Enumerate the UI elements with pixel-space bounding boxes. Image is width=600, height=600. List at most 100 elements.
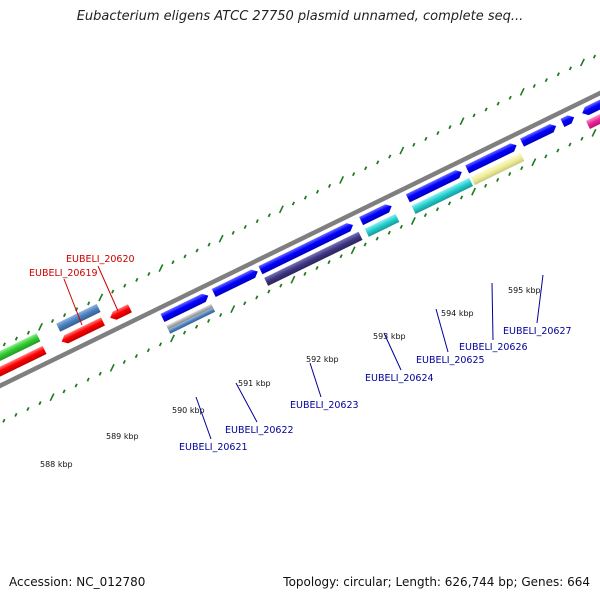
major-tick (98, 293, 104, 302)
minor-tick (315, 189, 320, 194)
minor-tick (267, 289, 271, 294)
gene-leader-lines (63, 265, 544, 440)
minor-tick (399, 224, 403, 229)
gene-label-eubeli-20623[interactable]: EUBELI_20623 (290, 400, 359, 411)
scale-label: 591 kbp (238, 379, 271, 388)
major-tick (278, 205, 284, 214)
gene-label-eubeli-20621[interactable]: EUBELI_20621 (179, 442, 248, 453)
minor-tick (303, 195, 308, 200)
major-tick (519, 87, 525, 96)
gene-label-eubeli-20620[interactable]: EUBELI_20620 (66, 254, 135, 265)
gene-label-eubeli-20619[interactable]: EUBELI_20619 (29, 268, 98, 279)
feature-steelblue-lower[interactable] (168, 307, 216, 334)
minor-tick (207, 242, 211, 247)
minor-tick (62, 389, 66, 394)
feature-green[interactable] (0, 333, 41, 387)
feature-navy[interactable] (264, 231, 363, 286)
minor-tick (520, 166, 524, 171)
major-tick (170, 334, 175, 343)
minor-tick (508, 171, 512, 177)
leader-line (536, 274, 544, 324)
minor-tick (231, 230, 235, 235)
major-tick (350, 246, 356, 255)
leader-line (491, 282, 494, 341)
minor-tick (472, 113, 476, 118)
major-tick (471, 187, 477, 196)
feature-steelblue[interactable] (56, 303, 101, 332)
minor-tick (484, 183, 488, 188)
scale-label: 590 kbp (172, 406, 205, 415)
minor-tick (38, 401, 42, 406)
cds-forward-small[interactable] (560, 113, 576, 127)
minor-tick (207, 318, 211, 323)
major-tick (591, 128, 597, 137)
feature-grey[interactable] (166, 303, 214, 330)
minor-tick (544, 78, 548, 83)
leader-line (309, 362, 322, 398)
gene-label-eubeli-20622[interactable]: EUBELI_20622 (225, 425, 294, 436)
major-tick (218, 234, 224, 243)
minor-tick (363, 242, 367, 247)
cds-forward-eubeli-20627[interactable] (520, 122, 558, 147)
cds-forward-eubeli-20625[interactable] (405, 168, 464, 203)
minor-tick (568, 142, 572, 147)
scale-label: 595 kbp (508, 286, 541, 295)
minor-tick (448, 125, 452, 130)
minor-tick (424, 136, 428, 141)
minor-tick (267, 213, 271, 218)
minor-tick (158, 342, 163, 347)
gene-label-eubeli-20626[interactable]: EUBELI_20626 (459, 342, 528, 353)
cds-reverse-eubeli-20619[interactable] (0, 345, 47, 399)
scale-label: 592 kbp (306, 355, 339, 364)
minor-tick (134, 354, 138, 359)
minor-tick (183, 254, 187, 259)
cds-forward-eubeli-20622[interactable] (211, 267, 260, 298)
gene-label-eubeli-20627[interactable]: EUBELI_20627 (503, 326, 572, 337)
minor-tick (423, 213, 428, 218)
minor-tick (182, 330, 187, 335)
cds-forward-eubeli-20624[interactable] (359, 202, 394, 226)
feature-khaki[interactable] (470, 152, 525, 186)
major-tick (410, 217, 416, 225)
sequence-backbone (0, 70, 600, 409)
feature-cyan-2[interactable] (411, 177, 474, 215)
minor-tick (147, 271, 151, 276)
major-tick (158, 264, 164, 273)
upper-tick-track (2, 54, 597, 347)
minor-tick (279, 283, 283, 288)
leader-line (97, 265, 119, 312)
minor-tick (315, 265, 319, 271)
major-tick (38, 322, 43, 331)
minor-tick (291, 201, 296, 206)
minor-tick (387, 230, 391, 235)
minor-tick (364, 166, 368, 171)
feature-cyan[interactable] (364, 213, 400, 237)
minor-tick (544, 154, 548, 159)
minor-tick (376, 160, 380, 165)
scale-label: 588 kbp (40, 460, 73, 469)
minor-tick (459, 195, 464, 200)
minor-tick (26, 330, 31, 335)
major-tick (531, 158, 537, 167)
minor-tick (2, 342, 6, 347)
cds-reverse-eubeli-20620[interactable] (60, 317, 105, 345)
cds-forward-eubeli-20626[interactable] (465, 141, 518, 174)
minor-tick (327, 183, 332, 188)
cds-forward-edge[interactable] (580, 78, 600, 117)
gene-label-eubeli-20625[interactable]: EUBELI_20625 (416, 355, 485, 366)
scale-label: 589 kbp (106, 432, 139, 441)
leader-line (383, 332, 402, 371)
minor-tick (87, 301, 91, 306)
minor-tick (86, 377, 90, 382)
major-tick (579, 58, 585, 67)
minor-tick (243, 301, 247, 306)
cds-reverse-small[interactable] (108, 304, 132, 322)
minor-tick (135, 277, 139, 282)
minor-tick (556, 148, 560, 153)
gene-label-eubeli-20624[interactable]: EUBELI_20624 (365, 373, 434, 384)
cds-forward-eubeli-20623[interactable] (258, 221, 355, 275)
major-tick (399, 146, 405, 155)
minor-tick (74, 383, 78, 388)
cds-forward-eubeli-20621[interactable] (160, 292, 211, 323)
major-tick (290, 275, 296, 284)
